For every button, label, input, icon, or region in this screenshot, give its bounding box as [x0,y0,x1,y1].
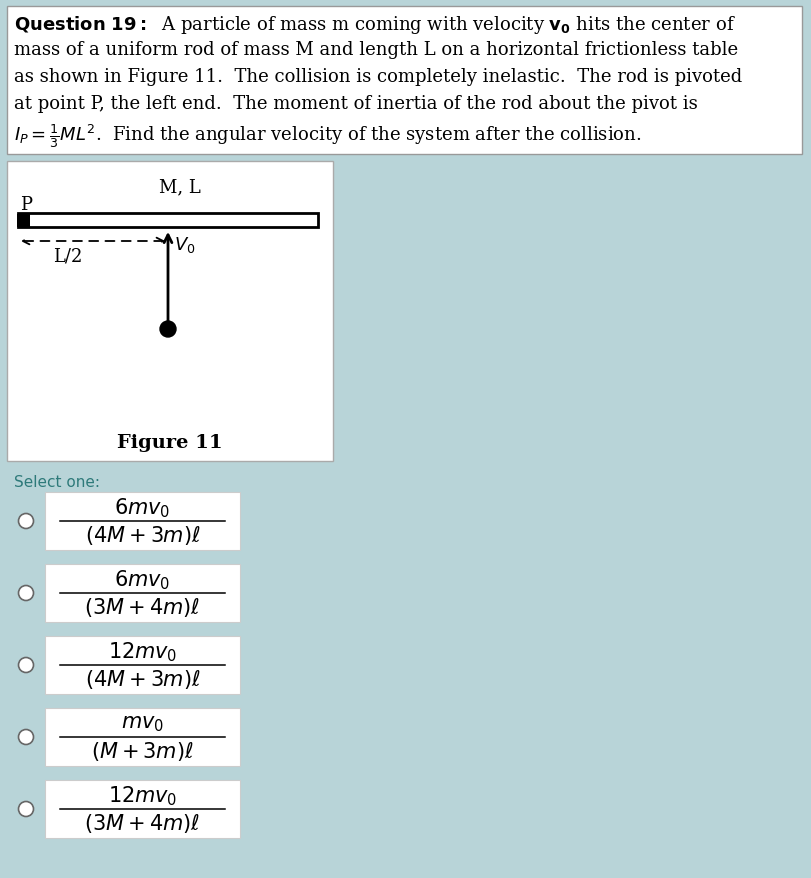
Text: as shown in Figure 11.  The collision is completely inelastic.  The rod is pivot: as shown in Figure 11. The collision is … [14,68,742,86]
Text: P: P [20,196,32,213]
Text: $mv_0$: $mv_0$ [121,714,164,734]
Text: $(4M + 3m)\ell$: $(4M + 3m)\ell$ [84,523,200,546]
Circle shape [19,514,33,529]
FancyBboxPatch shape [7,7,802,155]
FancyBboxPatch shape [7,162,333,462]
Text: $(M + 3m)\ell$: $(M + 3m)\ell$ [92,739,194,762]
Text: $(4M + 3m)\ell$: $(4M + 3m)\ell$ [84,667,200,690]
Text: $(3M + 4m)\ell$: $(3M + 4m)\ell$ [84,811,200,834]
Text: $V_0$: $V_0$ [174,234,195,255]
FancyBboxPatch shape [45,565,240,623]
Text: $6mv_0$: $6mv_0$ [114,568,170,592]
Circle shape [160,321,176,338]
FancyBboxPatch shape [45,781,240,838]
Bar [18,213,318,227]
Text: $12mv_0$: $12mv_0$ [108,784,177,808]
FancyBboxPatch shape [45,637,240,694]
Text: L/2: L/2 [54,248,83,266]
Circle shape [19,730,33,745]
Circle shape [19,802,33,817]
Circle shape [19,658,33,673]
Text: $12mv_0$: $12mv_0$ [108,640,177,664]
Circle shape [19,586,33,601]
FancyBboxPatch shape [45,709,240,766]
Text: $I_P = \frac{1}{3}ML^2$.  Find the angular velocity of the system after the coll: $I_P = \frac{1}{3}ML^2$. Find the angula… [14,122,642,149]
Text: $(3M + 4m)\ell$: $(3M + 4m)\ell$ [84,595,200,618]
Text: Select one:: Select one: [14,474,100,489]
Text: mass of a uniform rod of mass M and length L on a horizontal frictionless table: mass of a uniform rod of mass M and leng… [14,41,738,59]
Text: at point P, the left end.  The moment of inertia of the rod about the pivot is: at point P, the left end. The moment of … [14,95,697,113]
Text: M, L: M, L [159,178,201,196]
FancyBboxPatch shape [45,493,240,551]
Text: $6mv_0$: $6mv_0$ [114,496,170,520]
Text: Figure 11: Figure 11 [117,434,223,451]
Bar [17,214,30,227]
Text: $\mathbf{Question\ 19:}$  A particle of mass m coming with velocity $\mathbf{v_0: $\mathbf{Question\ 19:}$ A particle of m… [14,14,736,36]
